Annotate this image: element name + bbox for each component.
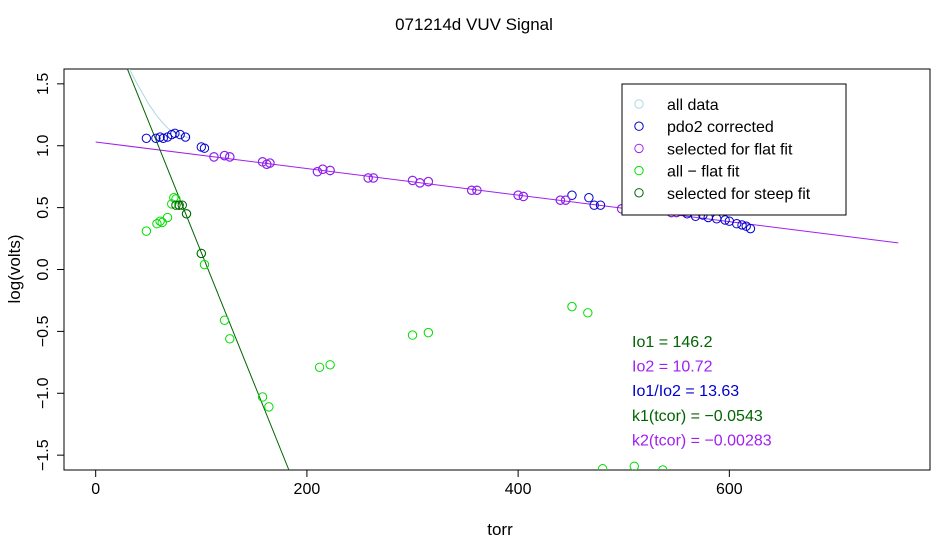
steep-fit-line (126, 69, 290, 470)
selected-for-flat-fit-point (368, 173, 379, 183)
selected-for-flat-fit-point (513, 190, 523, 200)
all-data-line (129, 69, 191, 139)
chart-title: 071214d VUV Signal (395, 15, 553, 34)
all-flat-fit-point (567, 301, 577, 312)
pdo2-corrected-point (720, 215, 730, 225)
legend-label: selected for steep fit (667, 186, 811, 203)
all-flat-fit-point (141, 226, 152, 236)
selected-for-steep-fit-point (171, 200, 181, 210)
x-tick-label: 0 (91, 481, 100, 498)
all-flat-fit-point (407, 330, 418, 340)
selected-for-flat-fit-point (219, 150, 230, 161)
all-flat-fit-point (157, 217, 167, 228)
fit-annotation: Io1 = 146.2 (632, 334, 713, 351)
selected-for-flat-fit-point (265, 158, 275, 168)
all-flat-fit-point (162, 212, 173, 223)
pdo2-corrected-point (745, 223, 756, 234)
fit-annotation: k1(tcor) = −0.0543 (632, 408, 763, 425)
fit-annotation: Io2 = 10.72 (632, 359, 713, 376)
selected-for-flat-fit-point (225, 152, 235, 162)
legend-marker (634, 165, 644, 176)
legend-box (621, 83, 847, 216)
y-tick-label: −0.5 (35, 315, 52, 347)
pdo2-corrected-point (589, 200, 599, 210)
pdo2-corrected-point (175, 129, 185, 140)
y-tick-label: 1.5 (35, 73, 52, 95)
legend-marker (634, 99, 644, 109)
pdo2-corrected-point (199, 143, 210, 153)
selected-for-steep-fit-point (196, 248, 206, 259)
pdo2-corrected-point (711, 214, 722, 224)
y-tick-label: −1.0 (35, 377, 52, 409)
all-flat-fit-point (423, 327, 434, 338)
all-flat-fit-point (629, 461, 639, 470)
y-axis-label: log(volts) (5, 235, 24, 304)
x-tick-label: 200 (294, 481, 321, 498)
legend-label: all data (667, 97, 719, 114)
all-flat-fit-point (152, 219, 162, 229)
all-flat-fit-point (583, 308, 593, 318)
selected-for-flat-fit-point (363, 173, 373, 183)
pdo2-corrected-point (732, 219, 742, 229)
pdo2-corrected-point (584, 193, 594, 203)
legend: all data pdo2 corrected selected for flat … (621, 83, 847, 216)
y-tick-label: −1.5 (35, 439, 52, 471)
pdo2-corrected-point (595, 200, 606, 210)
fit-annotation: k2(tcor) = −0.00283 (632, 432, 772, 449)
pdo2-corrected-point (180, 132, 191, 142)
y-tick-label: 0.0 (35, 258, 52, 280)
fit-annotations: Io1 = 146.2 Io2 = 10.72 Io1/Io2 = 13.63 k1(… (632, 334, 772, 449)
legend-label: all − flat fit (667, 164, 740, 181)
x-tick-label: 600 (716, 481, 743, 498)
y-tick-label: 0.5 (35, 196, 52, 218)
all-flat-fit-point (155, 216, 165, 226)
all-flat-fit-point (597, 464, 608, 470)
legend-marker (634, 143, 644, 154)
pdo2-corrected-point (737, 220, 747, 230)
fit-annotation: Io1/Io2 = 13.63 (632, 383, 739, 400)
all-flat-fit-point (257, 392, 268, 402)
selected-for-flat-fit-point (209, 152, 219, 162)
all-flat-fit-point (219, 315, 230, 325)
selected-for-steep-fit-point (174, 200, 184, 210)
selected-for-flat-fit-point (466, 185, 477, 195)
x-tick-label: 400 (505, 481, 532, 498)
all-flat-fit-point (199, 259, 210, 270)
selected-for-flat-fit-point (325, 165, 335, 176)
flat-fit-line (95, 141, 899, 244)
selected-for-flat-fit-point (318, 164, 328, 174)
all-flat-fit-point (225, 334, 235, 344)
selected-for-flat-fit-point (518, 191, 529, 202)
all-flat-fit-point (658, 465, 668, 470)
pdo2-corrected-point (170, 128, 180, 139)
selected-for-steep-fit-point (177, 200, 187, 210)
all-flat-fit-point (314, 362, 325, 372)
y-tick-label: 1.0 (35, 135, 52, 157)
all-flat-fit-point (171, 194, 181, 204)
legend-marker (634, 121, 644, 131)
all-flat-fit-point (325, 360, 335, 370)
axes: 0 200 400 600 −1.5 −1.0 −0.5 0.0 0.5 1.0 1.5 (35, 73, 743, 498)
all-flat-fit-point (169, 193, 179, 203)
all-flat-fit-point (264, 402, 274, 412)
pdo2-corrected-point (158, 133, 168, 144)
selected-for-flat-fit-point (472, 185, 482, 195)
selected-for-flat-fit-point (312, 167, 323, 177)
selected-for-flat-fit-point (423, 176, 434, 187)
pdo2-corrected-point (567, 190, 577, 200)
pdo2-corrected-point (141, 133, 152, 144)
pdo2-corrected-point (151, 133, 161, 144)
x-axis-label: torr (487, 520, 513, 539)
legend-marker (634, 188, 644, 198)
legend-label: selected for flat fit (667, 141, 793, 158)
legend-label: pdo2 corrected (667, 119, 774, 136)
selected-for-steep-fit-point (181, 209, 192, 219)
selected-for-flat-fit-point (555, 195, 566, 205)
series-layer (95, 69, 899, 470)
selected-for-flat-fit-point (560, 195, 571, 205)
